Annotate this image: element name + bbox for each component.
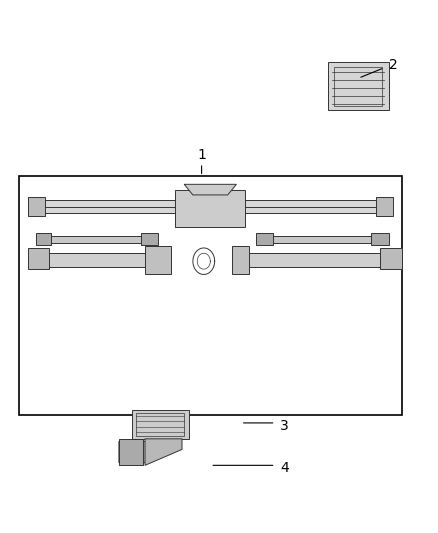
Polygon shape [241, 253, 380, 266]
Polygon shape [119, 439, 143, 465]
Text: 2: 2 [389, 58, 397, 72]
Polygon shape [36, 233, 51, 245]
Text: 1: 1 [197, 148, 206, 162]
Polygon shape [36, 200, 385, 214]
Polygon shape [28, 197, 45, 216]
Polygon shape [328, 62, 389, 110]
Polygon shape [45, 236, 145, 243]
Text: 4: 4 [280, 461, 289, 475]
Polygon shape [256, 233, 273, 245]
Polygon shape [371, 233, 389, 245]
Polygon shape [145, 246, 171, 274]
Polygon shape [176, 190, 245, 227]
Polygon shape [28, 248, 49, 269]
Text: 3: 3 [280, 418, 289, 433]
Polygon shape [32, 253, 154, 266]
Polygon shape [119, 441, 180, 463]
Polygon shape [376, 197, 393, 216]
Polygon shape [184, 184, 237, 195]
Polygon shape [141, 233, 158, 245]
Polygon shape [145, 439, 182, 465]
Polygon shape [232, 246, 250, 274]
Polygon shape [380, 248, 402, 269]
Polygon shape [262, 236, 371, 243]
Polygon shape [132, 410, 188, 439]
